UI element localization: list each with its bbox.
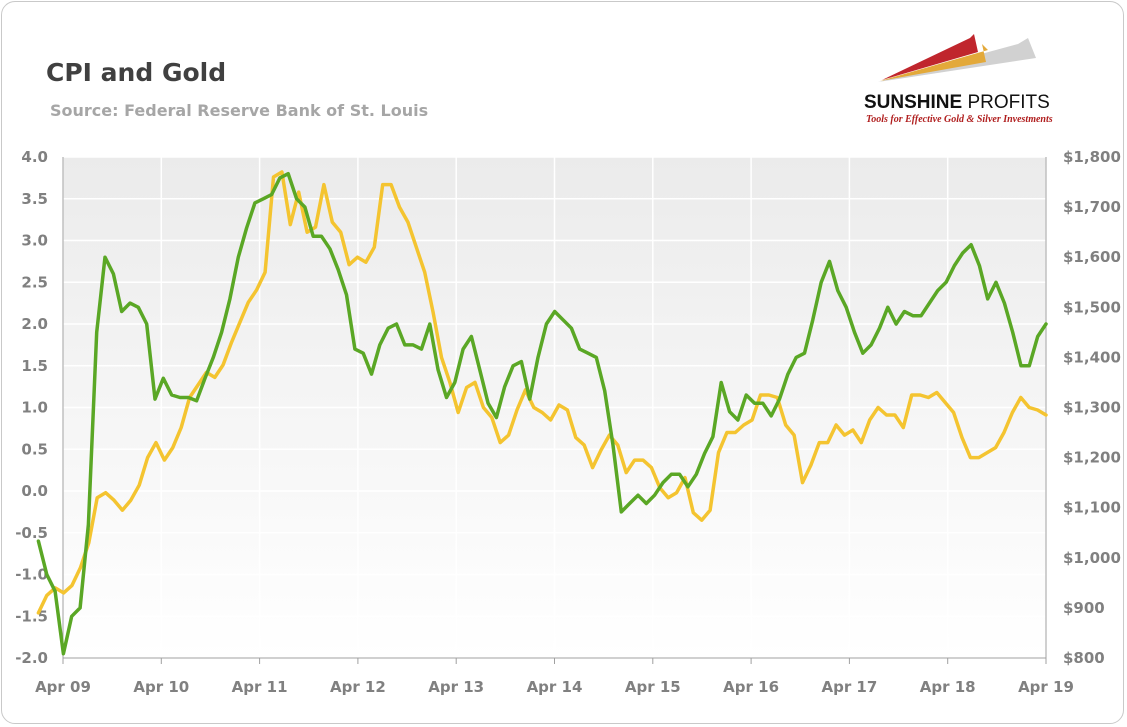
x-tick-label: Apr 10	[133, 678, 189, 696]
x-tick-label: Apr 14	[527, 678, 583, 696]
x-tick-label: Apr 11	[232, 678, 288, 696]
logo-name-regular: PROFITS	[962, 92, 1050, 113]
y-left-tick-label: -1.5	[15, 607, 48, 625]
logo-name-bold: SUNSHINE	[864, 92, 963, 113]
y-left-tick-label: 4.0	[21, 148, 48, 166]
y-right-tick-label: $800	[1063, 649, 1105, 667]
y-left-tick-label: 1.0	[21, 399, 48, 417]
y-right-tick-label: $1,400	[1063, 348, 1121, 366]
y-left-tick-label: 3.0	[21, 232, 48, 250]
chart-title: CPI and Gold	[46, 58, 227, 87]
y-left-tick-label: -1.0	[15, 566, 48, 584]
y-right-tick-label: $1,100	[1063, 499, 1121, 517]
y-left-tick-label: -2.0	[15, 649, 48, 667]
y-left-tick-label: 0.0	[21, 482, 48, 500]
y-left-tick-label: 1.5	[21, 357, 48, 375]
y-left-tick-label: 2.5	[21, 273, 48, 291]
cpi-series-line	[36, 171, 1048, 656]
x-tick-label: Apr 18	[920, 678, 976, 696]
chart-subtitle: Source: Federal Reserve Bank of St. Loui…	[50, 101, 429, 120]
y-right-tick-label: $1,800	[1063, 148, 1121, 166]
x-tick-label: Apr 13	[428, 678, 484, 696]
series-lines	[36, 170, 1048, 656]
x-tick-label: Apr 16	[723, 678, 779, 696]
y-right-tick-label: $1,200	[1063, 449, 1121, 467]
axis-ticks: 4.0 3.5 3.0 2.5 2.0 1.5 1.0 0.5 0.0 -0.5 -1.0 -1.5 -…	[15, 148, 1121, 696]
x-tick-label: Apr 12	[330, 678, 386, 696]
x-tick-label: Apr 19	[1018, 678, 1074, 696]
y-right-tick-label: $900	[1063, 599, 1105, 617]
y-right-tick-label: $1,700	[1063, 198, 1121, 216]
y-left-tick-label: 0.5	[21, 440, 48, 458]
y-right-tick-label: $1,000	[1063, 549, 1121, 567]
x-tick-label: Apr 15	[625, 678, 681, 696]
logo-tagline: Tools for Effective Gold & Silver Invest…	[866, 114, 1053, 125]
x-tick-label: Apr 09	[35, 678, 91, 696]
sunshine-profits-logo-icon	[878, 34, 1036, 82]
x-tick-label: Apr 17	[821, 678, 877, 696]
y-left-tick-label: 3.5	[21, 190, 48, 208]
y-right-tick-label: $1,300	[1063, 399, 1121, 417]
y-left-tick-label: 2.0	[21, 315, 48, 333]
y-right-tick-label: $1,600	[1063, 248, 1121, 266]
y-right-tick-label: $1,500	[1063, 298, 1121, 316]
y-left-tick-label: -0.5	[15, 524, 48, 542]
logo-name: SUNSHINE PROFITS	[864, 92, 1050, 114]
